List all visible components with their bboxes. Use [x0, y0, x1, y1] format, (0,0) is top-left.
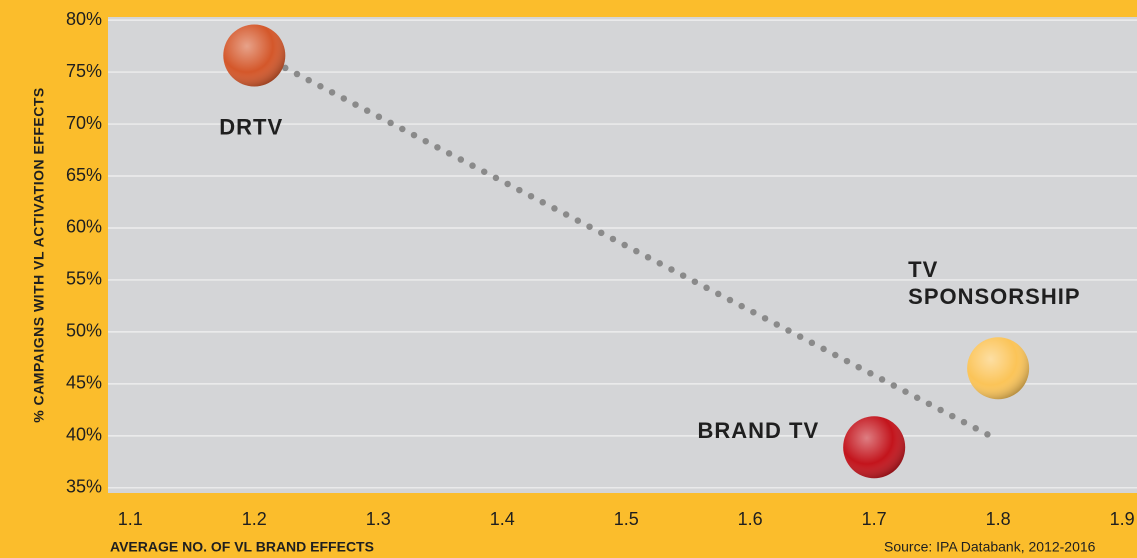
x-tick-label: 1.3 — [366, 509, 391, 529]
y-tick-label: 65% — [66, 165, 102, 185]
x-tick-label: 1.6 — [738, 509, 763, 529]
point-label: BRAND TV — [697, 418, 819, 443]
point-label: DRTV — [219, 114, 283, 139]
x-tick-label: 1.2 — [242, 509, 267, 529]
x-tick-label: 1.4 — [490, 509, 515, 529]
y-axis-label: % CAMPAIGNS WITH VL ACTIVATION EFFECTS — [31, 87, 47, 423]
y-tick-label: 45% — [66, 373, 102, 393]
y-tick-label: 35% — [66, 477, 102, 497]
y-tick-label: 70% — [66, 113, 102, 133]
plot-area — [108, 17, 1137, 493]
point-label: TV — [908, 257, 938, 282]
x-tick-label: 1.9 — [1110, 509, 1135, 529]
y-tick-label: 75% — [66, 61, 102, 81]
x-tick-label: 1.5 — [614, 509, 639, 529]
x-axis-label: AVERAGE NO. OF VL BRAND EFFECTS — [110, 539, 374, 555]
x-tick-label: 1.1 — [118, 509, 143, 529]
y-tick-label: 60% — [66, 217, 102, 237]
point-shade — [843, 416, 906, 479]
x-tick-label: 1.8 — [986, 509, 1011, 529]
source: Source: IPA Databank, 2012-2016 — [884, 539, 1096, 555]
y-tick-label: 50% — [66, 321, 102, 341]
y-tick-label: 55% — [66, 269, 102, 289]
x-tick-label: 1.7 — [862, 509, 887, 529]
point-shade — [967, 337, 1030, 400]
point-label: SPONSORSHIP — [908, 284, 1080, 309]
y-tick-label: 40% — [66, 425, 102, 445]
trend-line — [282, 64, 1002, 444]
y-tick-label: 80% — [66, 9, 102, 29]
point-shade — [223, 24, 286, 87]
